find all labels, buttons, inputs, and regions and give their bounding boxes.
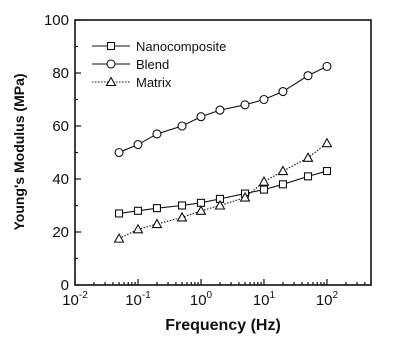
y-tick-label: 80 [52,65,69,82]
data-point-nanocomposite [133,206,143,215]
data-point-matrix [277,165,289,176]
x-tick-label: 100 [190,290,213,309]
data-point-matrix [302,152,314,162]
data-point-nanocomposite [278,180,287,189]
data-point-nanocomposite [114,209,124,218]
data-point-blend [152,129,162,139]
y-tick-label: 60 [52,118,69,135]
data-point-nanocomposite [322,167,332,176]
series-layer [113,61,333,243]
data-point-matrix [176,211,188,222]
y-axis-title: Young's Modulus (MPa) [11,73,27,230]
legend-label-matrix: Matrix [136,75,172,90]
data-point-blend [177,121,187,131]
data-point-matrix [195,205,207,215]
y-tick-label: 20 [52,224,69,241]
y-axis-ticks: 0 20 40 60 80 100 [44,12,81,294]
legend-marker-nanocomposite [106,41,116,51]
data-point-matrix [239,191,251,202]
x-axis-title: Frequency (Hz) [165,317,281,334]
y-tick-label: 40 [52,171,69,188]
legend-marker-matrix [105,76,117,87]
legend-label-nanocomposite: Nanocomposite [136,39,226,54]
data-point-nanocomposite [152,204,162,213]
series-line-matrix [118,142,328,240]
data-point-blend [259,94,269,105]
legend-label-blend: Blend [136,57,169,72]
data-point-blend [303,71,313,81]
x-tick-label: 102 [316,290,339,309]
data-point-matrix [321,137,333,148]
data-point-matrix [258,176,270,186]
legend-marker-blend [106,59,116,69]
y-tick-label: 100 [44,12,69,29]
x-tick-label: 10-1 [125,290,151,309]
data-point-matrix [132,223,144,234]
data-point-blend [133,140,143,150]
data-point-blend [196,112,206,122]
data-point-matrix [113,233,125,243]
data-point-blend [114,147,124,158]
x-tick-label: 101 [253,290,276,309]
data-point-nanocomposite [259,185,269,194]
data-point-matrix [214,199,226,210]
data-point-blend [322,61,332,71]
y-tick-label: 0 [61,277,69,294]
data-point-blend [215,105,225,115]
data-point-blend [240,100,250,110]
data-point-nanocomposite [177,201,187,210]
data-point-matrix [151,218,163,229]
data-point-blend [278,87,288,97]
data-point-nanocomposite [303,172,313,181]
legend: Nanocomposite Blend Matrix [92,39,226,90]
x-tick-label: 10-2 [62,290,88,309]
x-axis-ticks: 10-2 10-1 100 101 102 [62,279,372,309]
